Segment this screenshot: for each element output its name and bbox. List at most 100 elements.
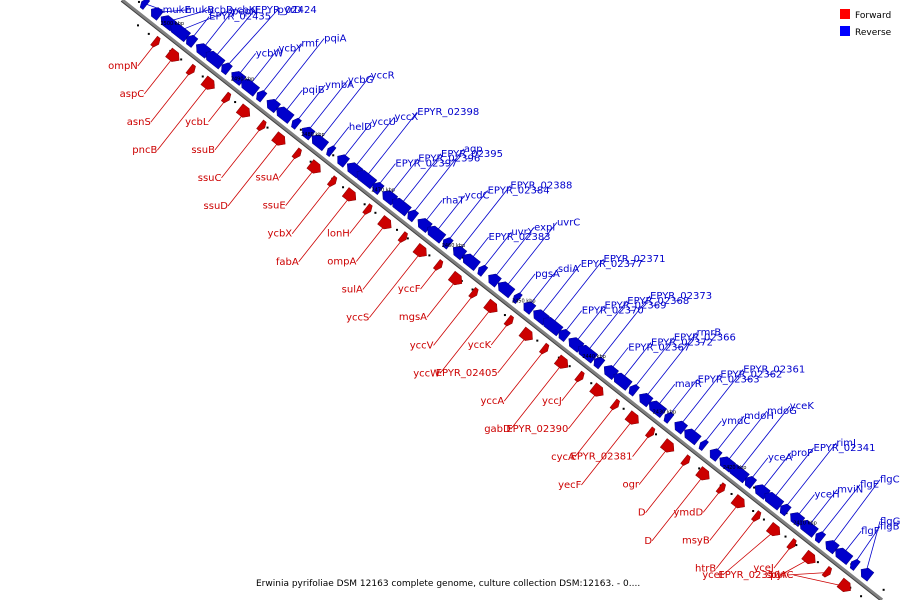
- forward-gene-feature: [412, 242, 427, 258]
- reverse-gene-label: flgF: [861, 526, 880, 537]
- reverse-gene-label: marR: [675, 379, 702, 390]
- kbp-tick-label: 2500 kbp: [160, 21, 184, 27]
- reverse-gene-feature: [674, 420, 688, 435]
- forward-gene-feature: [397, 231, 408, 243]
- reverse-gene-feature: [558, 329, 571, 342]
- reverse-gene-label: agp: [464, 144, 483, 155]
- reverse-gene-feature: [302, 126, 316, 141]
- forward-gene-feature: [518, 326, 533, 341]
- reverse-gene-feature: [779, 503, 792, 517]
- reverse-gene-label: pqiA: [324, 34, 346, 45]
- reverse-gene-feature: [744, 476, 758, 490]
- reverse-gene-leader: [644, 332, 697, 399]
- forward-gene-leader: [638, 446, 670, 485]
- forward-gene-feature: [836, 577, 851, 592]
- reverse-gene-label: flgC: [880, 475, 900, 486]
- reverse-gene-leader: [353, 116, 395, 170]
- reverse-gene-feature: [860, 567, 875, 582]
- forward-gene-label: yccS: [346, 313, 369, 324]
- reverse-gene-leader: [539, 263, 582, 317]
- forward-gene-feature: [553, 354, 569, 369]
- reverse-gene-label: EPYR_02383: [489, 232, 551, 243]
- reverse-gene-label: expl: [534, 222, 555, 233]
- reverse-gene-label: EPYR_02368: [627, 296, 689, 307]
- minor-tick: [234, 101, 237, 104]
- reverse-gene-label: EPYR_02397: [395, 159, 457, 170]
- reverse-gene-label: rmrB: [697, 328, 722, 339]
- forward-gene-leader: [568, 390, 599, 430]
- reverse-gene-label: EPYR_02396: [418, 154, 480, 165]
- forward-gene-label: cycA: [551, 452, 575, 463]
- reverse-gene-label: flgB: [880, 521, 900, 532]
- minor-tick: [784, 535, 787, 538]
- minor-tick: [396, 228, 399, 231]
- reverse-gene-feature: [452, 245, 468, 261]
- reverse-gene-label: mdoH: [744, 411, 774, 422]
- reverse-gene-leader: [818, 484, 861, 537]
- reverse-gene-leader: [446, 190, 488, 243]
- reverse-gene-label: helD: [349, 122, 372, 133]
- reverse-gene-feature: [497, 281, 516, 299]
- forward-gene-feature: [271, 131, 286, 146]
- reverse-gene-feature: [799, 519, 819, 538]
- forward-gene-label: EPYR_02381: [571, 452, 633, 463]
- forward-gene-feature: [447, 270, 463, 286]
- forward-gene-feature: [801, 549, 816, 565]
- forward-gene-feature: [503, 314, 514, 327]
- reverse-gene-label: proP: [791, 448, 813, 459]
- reverse-gene-label: ymdC: [721, 416, 750, 427]
- forward-gene-feature: [291, 147, 302, 160]
- reverse-gene-leader: [178, 9, 232, 32]
- forward-gene-feature: [432, 259, 444, 271]
- forward-gene-leader: [645, 460, 687, 513]
- reverse-gene-label: mdoG: [767, 406, 797, 417]
- reverse-gene-feature: [462, 253, 481, 271]
- reverse-gene-feature: [241, 78, 261, 97]
- genome-axis: [120, 0, 885, 600]
- reverse-gene-label: pepN: [232, 7, 258, 18]
- reverse-gene-leader: [597, 295, 651, 363]
- reverse-gene-feature: [477, 264, 489, 277]
- forward-gene-leader: [157, 84, 210, 151]
- reverse-gene-feature: [542, 317, 564, 337]
- reverse-gene-feature: [663, 411, 675, 424]
- legend-forward-swatch: [840, 9, 850, 19]
- forward-gene-feature: [680, 454, 691, 466]
- minor-tick: [309, 160, 312, 163]
- forward-gene-label: ssuD: [204, 201, 229, 212]
- minor-tick: [406, 237, 409, 240]
- kbp-tick-label: 2430 kbp: [653, 410, 677, 416]
- reverse-gene-label: EPYR_02372: [651, 338, 713, 349]
- forward-gene-label: EPYR_02405: [436, 368, 498, 379]
- reverse-gene-label: pgsA: [535, 269, 560, 280]
- forward-gene-label: yccK: [468, 340, 492, 351]
- reverse-gene-label: EPYR_02435: [209, 12, 271, 23]
- minor-tick: [471, 288, 474, 291]
- reverse-gene-label: ycbK: [231, 5, 256, 16]
- reverse-gene-leader: [632, 337, 675, 390]
- axis-backbone: [120, 0, 884, 600]
- forward-gene-leader: [651, 474, 705, 542]
- minor-tick: [698, 467, 701, 470]
- reverse-gene-leader: [399, 153, 442, 206]
- forward-gene-leader: [150, 70, 193, 123]
- reverse-gene-label: ycdC: [465, 190, 490, 201]
- forward-gene-leader: [439, 307, 493, 374]
- minor-tick: [428, 254, 431, 257]
- reverse-gene-feature: [151, 7, 164, 21]
- forward-gene-leader: [356, 223, 387, 262]
- reverse-gene-label: EPYR_02362: [720, 369, 782, 380]
- reverse-gene-feature: [639, 393, 654, 408]
- minor-tick: [461, 256, 464, 259]
- reverse-gene-label: ymbA: [325, 80, 354, 91]
- reverse-gene-label: EPYR_02395: [441, 149, 503, 160]
- reverse-gene-label: uvrC: [557, 217, 580, 228]
- minor-tick: [201, 75, 204, 78]
- forward-gene-leader: [574, 404, 617, 458]
- reverse-gene-feature: [729, 464, 750, 484]
- forward-gene-feature: [659, 438, 675, 453]
- reverse-gene-leader: [737, 405, 791, 473]
- reverse-gene-feature: [337, 154, 350, 168]
- forward-gene-leader: [221, 125, 263, 179]
- reverse-gene-feature: [407, 209, 420, 223]
